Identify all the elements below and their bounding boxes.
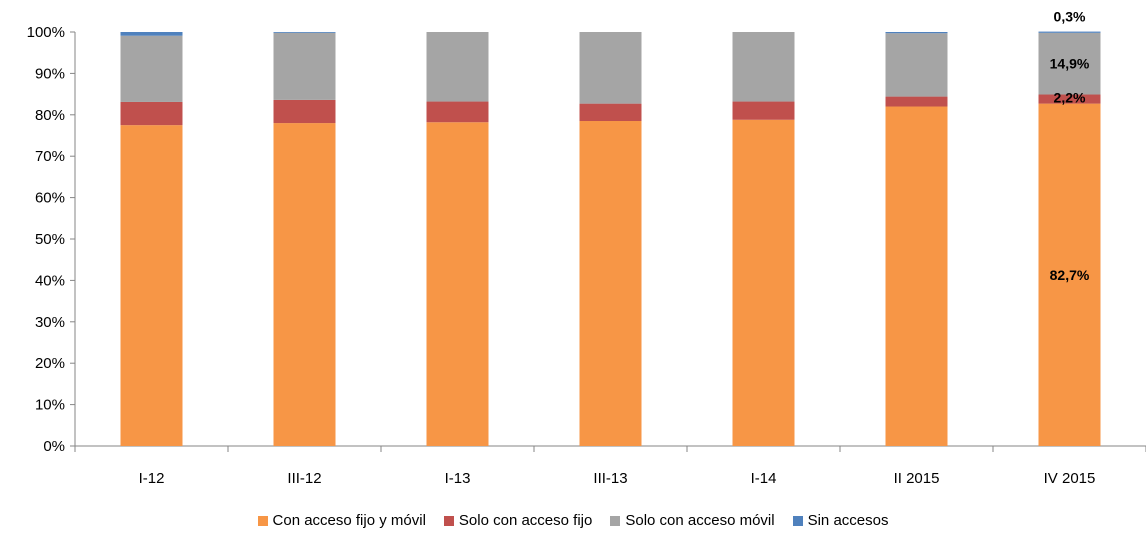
x-tick-label: III-13 [593,470,627,487]
bar-segment [273,99,336,124]
bar-segment [426,122,489,446]
bar-segment [273,32,336,33]
legend-item: Con acceso fijo y móvil [257,512,426,529]
bar-segment [885,33,948,97]
x-tick-label: I-12 [139,470,165,487]
bar-segment [120,32,183,36]
y-tick-label: 100% [27,24,65,41]
bar-segment [1038,31,1101,33]
axes: 0% 10% 20% 30% 40% 50% 60% 70% 80% 90% 100% I-12 III… [27,24,1146,487]
x-tick-label: II 2015 [894,470,940,487]
y-tick-label: 50% [35,231,65,248]
legend-swatch [792,515,803,526]
legend-item: Solo con acceso móvil [610,512,775,529]
bar-segment [120,35,183,102]
bar-segment [1038,32,1101,95]
data-label: 14,9% [1050,56,1090,72]
bars [120,31,1101,447]
x-tick-label: IV 2015 [1044,470,1096,487]
data-label: 2,2% [1054,90,1086,106]
legend-swatch [610,515,621,526]
y-tick-label: 30% [35,314,65,331]
bar-segment [732,119,795,446]
data-label: 0,3% [1054,9,1086,25]
bar-segment [885,96,948,107]
legend-label: Solo con acceso móvil [625,512,775,529]
y-tick-label: 0% [43,438,65,455]
y-tick-label: 90% [35,65,65,82]
legend-label: Con acceso fijo y móvil [272,512,426,529]
bar-segment [885,32,948,34]
y-tick-label: 40% [35,272,65,289]
y-tick-label: 70% [35,148,65,165]
legend: Con acceso fijo y móvil Solo con acceso f… [0,512,1146,529]
bar-segment [426,101,489,123]
bar-segment [120,125,183,447]
y-tick-label: 60% [35,190,65,207]
bar-segment [1038,94,1101,104]
bar-segment [426,32,489,102]
legend-label: Sin accesos [807,512,889,529]
legend-swatch [257,515,268,526]
data-labels: 82,7% 2,2% 14,9% 0,3% [1050,9,1090,283]
x-tick-label: I-13 [445,470,471,487]
bar-segment [732,101,795,120]
legend-label: Solo con acceso fijo [458,512,593,529]
x-tick-label: III-12 [287,470,321,487]
bar-segment [579,103,642,122]
stacked-bar-chart: 0% 10% 20% 30% 40% 50% 60% 70% 80% 90% 100% I-12 III… [27,9,1146,487]
legend-swatch [443,515,454,526]
y-tick-label: 20% [35,355,65,372]
bar-segment [120,101,183,126]
y-tick-label: 10% [35,397,65,414]
x-tick-label: I-14 [751,470,777,487]
data-label: 82,7% [1050,267,1090,283]
bar-segment [579,32,642,104]
legend-item: Sin accesos [792,512,889,529]
bar-segment [885,106,948,447]
y-tick-label: 80% [35,107,65,124]
bar-segment [732,32,795,102]
legend-item: Solo con acceso fijo [443,512,593,529]
bar-segment [273,123,336,446]
bar-segment [273,32,336,100]
bar-segment [1038,103,1101,446]
bar-segment [579,121,642,446]
